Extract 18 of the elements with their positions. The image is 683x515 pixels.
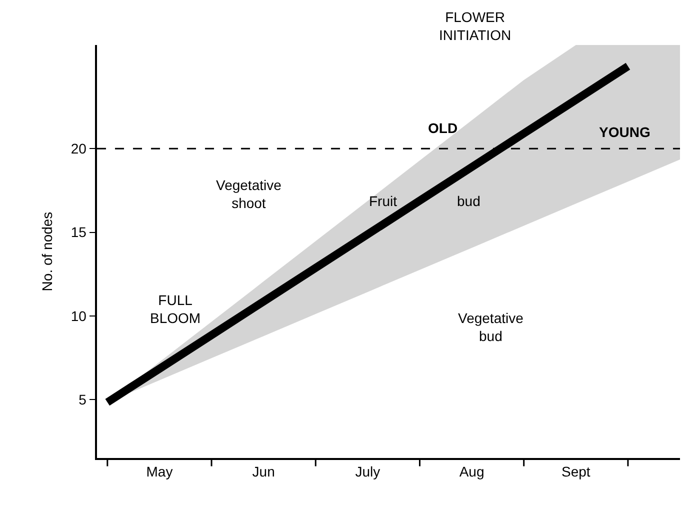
annotation: FULL BLOOM (150, 292, 201, 326)
x-tick-label: May (146, 464, 173, 480)
annotation: YOUNG (599, 124, 650, 140)
x-tick-label: Sept (561, 464, 590, 480)
y-tick-label: 5 (78, 391, 87, 408)
annotation: Vegetative bud (458, 310, 524, 344)
y-tick-label: 20 (70, 140, 87, 157)
annotation: Fruit (369, 193, 398, 209)
y-tick-label: 15 (70, 224, 87, 240)
x-tick-label: Aug (459, 464, 484, 480)
annotation: Vegetative shoot (216, 177, 282, 212)
annotation: bud (457, 193, 480, 209)
y-tick-label: 10 (70, 308, 87, 324)
x-tick-label: July (355, 464, 380, 480)
annotation: OLD (428, 120, 458, 136)
x-tick-label: Jun (252, 464, 275, 480)
text: FLOWER INITIATION (439, 9, 512, 44)
y-axis-title: No. of nodes (38, 212, 55, 292)
